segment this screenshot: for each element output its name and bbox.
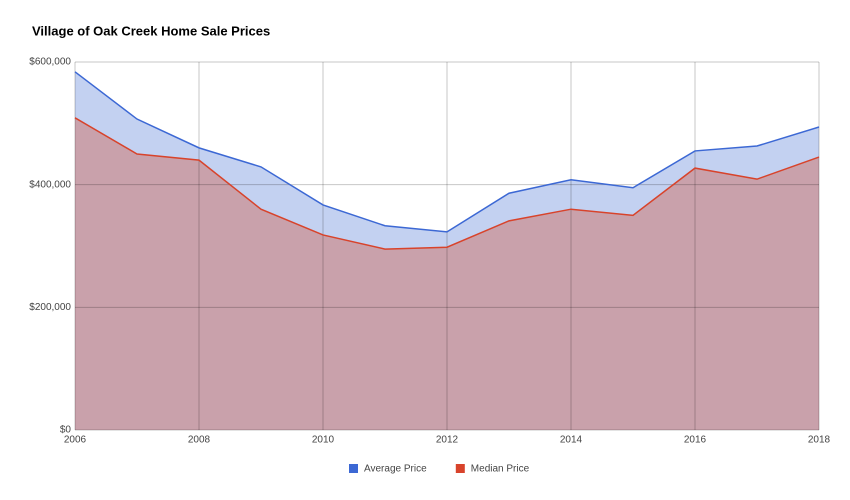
y-tick-label: $0 — [60, 425, 72, 436]
x-tick-label: 2014 — [560, 435, 583, 446]
legend-label: Average Price — [364, 464, 427, 475]
x-tick-label: 2008 — [188, 435, 211, 446]
x-tick-label: 2018 — [808, 435, 831, 446]
y-tick-label: $600,000 — [29, 57, 71, 68]
y-tick-label: $200,000 — [29, 302, 71, 313]
area-fill — [75, 117, 819, 431]
area-line — [74, 71, 820, 233]
x-tick-label: 2006 — [64, 435, 87, 446]
x-tick-label: 2010 — [312, 435, 335, 446]
y-tick-label: $400,000 — [29, 179, 71, 190]
x-tick-label: 2016 — [684, 435, 707, 446]
legend-swatch — [349, 464, 358, 473]
legend-label: Median Price — [471, 464, 530, 475]
chart-title: Village of Oak Creek Home Sale Prices — [32, 23, 270, 38]
area-line — [74, 117, 820, 250]
legend-swatch — [455, 464, 465, 473]
x-tick-label: 2012 — [436, 435, 459, 446]
